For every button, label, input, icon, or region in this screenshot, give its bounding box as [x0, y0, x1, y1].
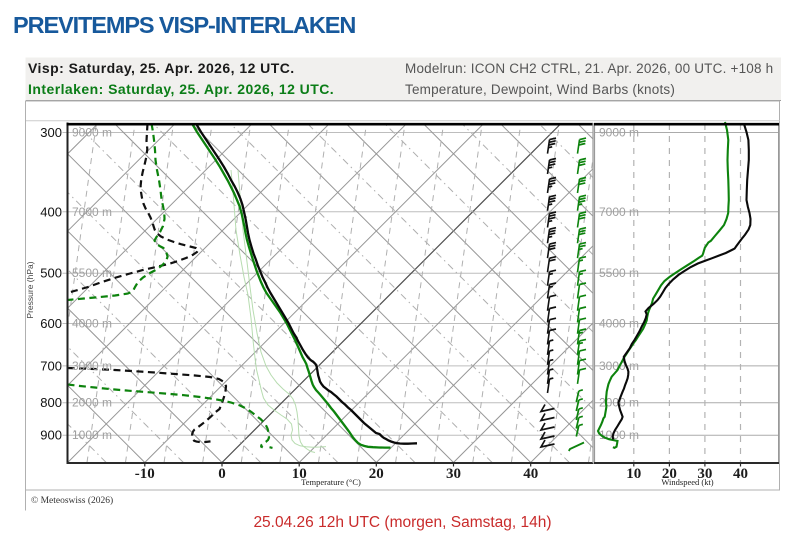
svg-text:300: 300 [40, 125, 62, 140]
svg-text:1000 m: 1000 m [599, 428, 639, 442]
svg-text:400: 400 [40, 204, 62, 219]
svg-text:Temperature (°C): Temperature (°C) [301, 477, 361, 487]
svg-text:9000 m: 9000 m [599, 126, 639, 140]
svg-text:5500 m: 5500 m [599, 266, 639, 280]
svg-text:500: 500 [40, 266, 62, 281]
svg-text:1000 m: 1000 m [72, 428, 112, 442]
svg-text:Windspeed (kt): Windspeed (kt) [661, 477, 713, 487]
svg-text:Visp: Saturday, 25. Apr. 2026,: Visp: Saturday, 25. Apr. 2026, 12 UTC. [28, 60, 295, 76]
svg-text:0: 0 [218, 466, 226, 482]
svg-text:40: 40 [733, 466, 748, 482]
svg-text:5500 m: 5500 m [72, 266, 112, 280]
svg-text:-10: -10 [135, 466, 155, 482]
svg-text:© Meteoswiss (2026): © Meteoswiss (2026) [31, 495, 113, 506]
svg-text:800: 800 [40, 395, 62, 410]
svg-text:900: 900 [40, 428, 62, 443]
svg-text:Modelrun: ICON CH2 CTRL, 21. A: Modelrun: ICON CH2 CTRL, 21. Apr. 2026, … [405, 61, 773, 76]
svg-text:PREVITEMPS VISP-INTERLAKEN: PREVITEMPS VISP-INTERLAKEN [13, 12, 355, 38]
svg-text:7000 m: 7000 m [599, 205, 639, 219]
svg-text:Temperature, Dewpoint, Wind Ba: Temperature, Dewpoint, Wind Barbs (knots… [405, 82, 675, 97]
svg-text:4000 m: 4000 m [599, 317, 639, 331]
svg-text:Interlaken: Saturday, 25. Apr.: Interlaken: Saturday, 25. Apr. 2026, 12 … [28, 81, 334, 97]
svg-text:7000 m: 7000 m [72, 205, 112, 219]
svg-text:600: 600 [40, 316, 62, 331]
svg-text:2000 m: 2000 m [72, 396, 112, 410]
svg-text:10: 10 [626, 466, 641, 482]
svg-text:700: 700 [40, 358, 62, 373]
svg-text:25.04.26 12h UTC (morgen, Sams: 25.04.26 12h UTC (morgen, Samstag, 14h) [253, 514, 551, 531]
svg-text:Pressure (hPa): Pressure (hPa) [25, 261, 35, 318]
svg-text:40: 40 [523, 466, 538, 482]
svg-text:20: 20 [369, 466, 384, 482]
svg-text:3000 m: 3000 m [72, 359, 112, 373]
svg-text:30: 30 [446, 466, 461, 482]
svg-text:9000 m: 9000 m [72, 126, 112, 140]
svg-text:4000 m: 4000 m [72, 317, 112, 331]
